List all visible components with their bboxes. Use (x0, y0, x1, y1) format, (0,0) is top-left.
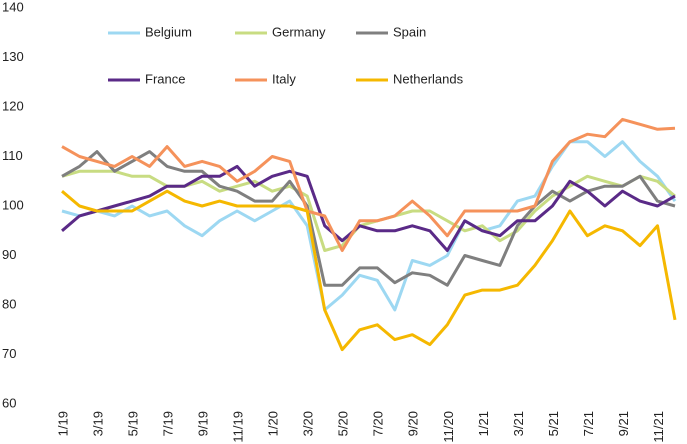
x-tick-label: 3/20 (301, 411, 316, 436)
x-tick-label: 1/21 (476, 411, 491, 436)
x-tick-label: 7/19 (161, 411, 176, 436)
legend-label: Spain (393, 24, 426, 39)
legend-label: Italy (272, 71, 296, 86)
x-tick-label: 5/20 (336, 411, 351, 436)
y-tick-label: 80 (2, 296, 16, 311)
x-tick-label: 11/19 (231, 411, 246, 443)
x-tick-label: 11/20 (441, 411, 456, 443)
series-line (61, 169, 676, 252)
y-tick-label: 100 (2, 197, 24, 212)
x-tick-label: 9/21 (616, 411, 631, 436)
x-tick-label: 7/20 (371, 411, 386, 436)
y-tick-label: 90 (2, 247, 16, 262)
x-tick-label: 1/19 (55, 411, 70, 436)
x-tick-label: 11/21 (651, 411, 666, 443)
y-tick-label: 70 (2, 346, 16, 361)
y-tick-label: 120 (2, 98, 24, 113)
x-tick-label: 5/19 (125, 411, 140, 436)
legend-label: France (145, 71, 185, 86)
series-line (61, 140, 677, 312)
y-tick-label: 110 (2, 148, 23, 163)
legend-label: Belgium (145, 24, 192, 39)
legend-label: Germany (272, 24, 326, 39)
series-line (61, 117, 676, 252)
legend-label: Netherlands (393, 71, 464, 86)
x-tick-label: 7/21 (581, 411, 596, 436)
y-tick-label: 140 (2, 0, 24, 14)
x-tick-label: 3/21 (511, 411, 526, 436)
x-tick-label: 5/21 (546, 411, 561, 436)
y-tick-label: 60 (2, 395, 16, 410)
x-tick-label: 9/19 (196, 411, 211, 436)
x-tick-label: 3/19 (90, 411, 105, 436)
x-tick-label: 9/20 (406, 411, 421, 436)
series-line (61, 189, 677, 352)
series-line (61, 164, 676, 252)
series-line (61, 150, 676, 287)
y-tick-label: 130 (2, 49, 24, 64)
x-tick-label: 1/20 (266, 411, 281, 436)
